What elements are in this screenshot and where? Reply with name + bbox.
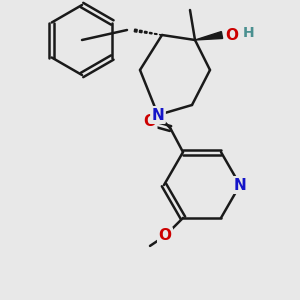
Polygon shape xyxy=(160,34,162,35)
Text: N: N xyxy=(152,107,164,122)
Polygon shape xyxy=(154,33,157,34)
Polygon shape xyxy=(149,32,152,34)
Text: O: O xyxy=(143,114,156,129)
Polygon shape xyxy=(139,30,142,33)
Polygon shape xyxy=(134,29,137,32)
Text: O: O xyxy=(158,228,172,243)
Polygon shape xyxy=(195,32,223,40)
Polygon shape xyxy=(144,31,147,33)
Text: H: H xyxy=(243,26,255,40)
Text: N: N xyxy=(234,178,246,193)
Text: O: O xyxy=(226,28,238,43)
